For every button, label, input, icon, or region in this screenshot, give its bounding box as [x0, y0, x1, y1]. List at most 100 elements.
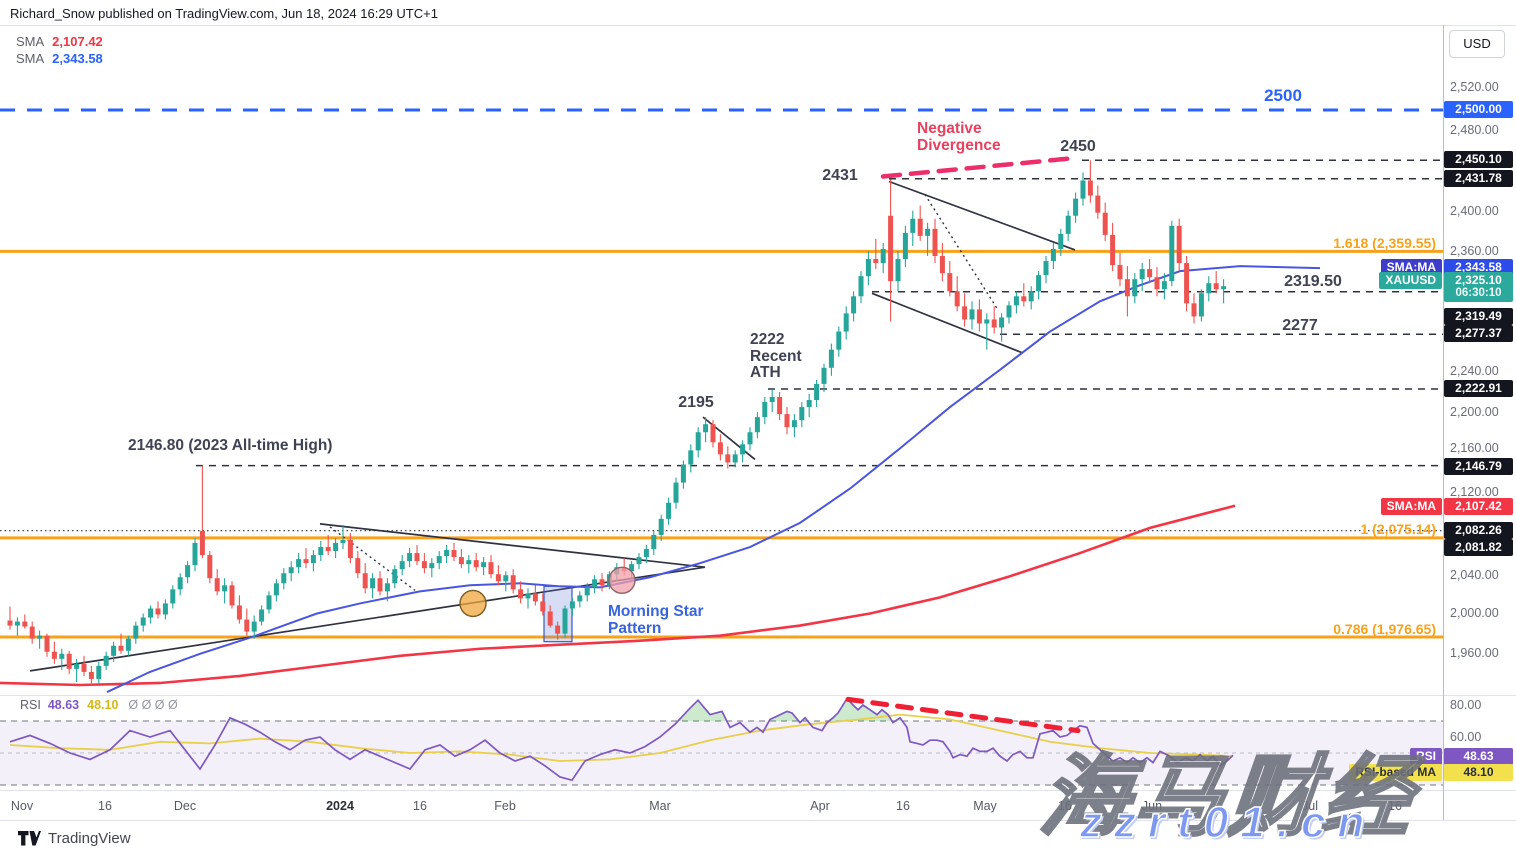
negative-divergence-label[interactable]: Negative Divergence [917, 120, 1001, 154]
candle [1191, 303, 1197, 317]
candle [451, 550, 457, 558]
level-2319-label[interactable]: 2319.50 [1284, 273, 1342, 290]
candle [680, 464, 686, 483]
price-label-chip: 2,082.26 [1444, 522, 1513, 539]
time-label: Apr [810, 799, 830, 813]
candle [340, 539, 346, 544]
price-label-chip: 48.10 [1444, 764, 1513, 781]
series-tag-chip: SMA:MA [1380, 498, 1442, 515]
candle [865, 259, 871, 277]
candle [629, 564, 635, 572]
price-label-chip: 2,450.10 [1444, 151, 1513, 168]
candle [310, 555, 316, 564]
ath-2023-label[interactable]: 2146.80 (2023 All-time High) [128, 437, 333, 454]
sma200-label: SMA [16, 34, 45, 49]
sma200-value: 2,107.42 [52, 34, 103, 49]
candle [1213, 283, 1219, 290]
candle [436, 556, 442, 564]
candle [851, 296, 857, 314]
candle [458, 557, 464, 565]
price-label-chip: 2,431.78 [1444, 170, 1513, 187]
sma200-legend-row[interactable]: SMA 2,107.42 [16, 33, 103, 50]
level-2431-label[interactable]: 2431 [822, 167, 858, 184]
candle [732, 454, 738, 463]
candle [7, 620, 13, 626]
price-pane-legend[interactable]: SMA 2,107.42 SMA 2,343.58 [16, 33, 103, 67]
tradingview-logo[interactable]: TradingView [18, 830, 131, 847]
tradingview-logo-icon [18, 831, 41, 846]
candle [1073, 198, 1079, 216]
candle [1095, 195, 1101, 213]
candle [1132, 279, 1138, 297]
candle [984, 319, 990, 324]
price-tick: 2,400.00 [1450, 204, 1499, 218]
rsi-line[interactable] [9, 697, 1234, 782]
candle [1139, 269, 1145, 280]
candle [170, 589, 176, 604]
candle [651, 534, 657, 550]
time-label: 2024 [326, 799, 354, 813]
time-label: Jul [1302, 799, 1318, 813]
candle [962, 306, 968, 320]
candle [799, 407, 805, 421]
watermark-url: zzrt01.cn [1079, 797, 1377, 848]
level-2450-label[interactable]: 2450 [1060, 138, 1096, 155]
candle [769, 396, 775, 403]
candle [384, 583, 390, 592]
price-divergence-line[interactable] [880, 156, 1075, 179]
series-tag-chip: RSI [1409, 748, 1442, 765]
candle [1050, 248, 1056, 262]
time-label: Nov [10, 799, 34, 813]
candle [658, 518, 664, 535]
candle [740, 444, 746, 455]
fib-levels [0, 249, 1443, 639]
candle [22, 621, 28, 627]
candle [643, 549, 649, 558]
candle [880, 248, 886, 264]
rsi-ma-value: 48.10 [87, 698, 119, 712]
tradingview-logo-text: TradingView [48, 830, 131, 847]
price-label-chip: 2,343.58 [1444, 259, 1513, 276]
candle [177, 577, 183, 590]
sma50-line[interactable] [106, 265, 1321, 693]
level-2195-label[interactable]: 2195 [678, 394, 714, 411]
candle [362, 573, 368, 589]
candle [584, 587, 590, 596]
candle [1124, 279, 1130, 297]
candle [836, 331, 842, 350]
candle [81, 663, 87, 672]
candle [229, 585, 235, 606]
rsi-pane-legend[interactable]: RSI 48.63 48.10 Ø Ø Ø Ø [20, 698, 178, 712]
candle [1206, 283, 1212, 294]
rsi-ma-line[interactable] [9, 713, 1234, 762]
candle [88, 671, 94, 679]
currency-unit-button[interactable]: USD [1449, 30, 1505, 58]
rsi-divergence-line[interactable] [845, 696, 1081, 734]
level-2500-label[interactable]: 2500 [1264, 86, 1302, 105]
price-tick: 2,000.00 [1450, 606, 1499, 620]
sma50-legend-row[interactable]: SMA 2,343.58 [16, 50, 103, 67]
candle [969, 309, 975, 320]
candle [118, 645, 124, 651]
candle [59, 653, 65, 659]
candle [207, 555, 213, 579]
sma200-line[interactable] [0, 504, 1236, 687]
morning-star-label[interactable]: Morning Star Pattern [608, 603, 704, 637]
level-2277-label[interactable]: 2277 [1282, 317, 1318, 334]
candle [695, 432, 701, 451]
candle [547, 611, 553, 626]
fib-labels: 1.618 (2,359.55) 1 (2,075.14) 0.786 (1,976… [1333, 235, 1436, 637]
pane-divider[interactable] [0, 695, 1516, 696]
price-tick: 2,120.00 [1450, 485, 1499, 499]
recent-ath-label[interactable]: 2222 Recent ATH [750, 331, 802, 381]
rsi-empty-slots: Ø Ø Ø Ø [128, 698, 178, 712]
candle [111, 645, 117, 656]
candle [954, 291, 960, 307]
pink-marker-circle[interactable] [608, 566, 636, 594]
attribution-text: Richard_Snow published on TradingView.co… [10, 6, 438, 21]
price-label-chip: 2,081.82 [1444, 539, 1513, 556]
candle [148, 608, 154, 618]
time-label: Feb [494, 799, 516, 813]
orange-marker-circle[interactable] [459, 589, 487, 618]
